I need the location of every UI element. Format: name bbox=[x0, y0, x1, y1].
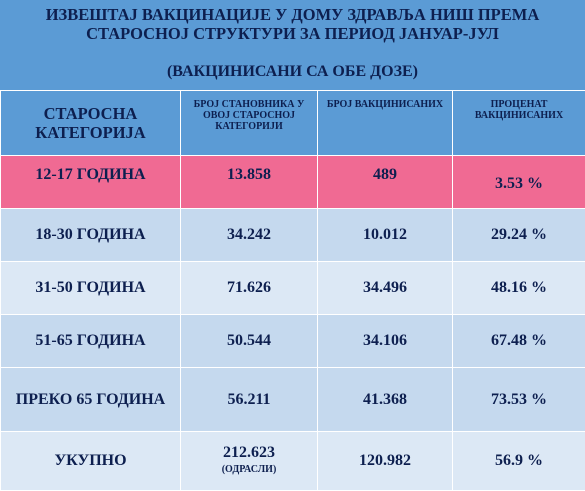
cell-percent: 67.48 % bbox=[453, 315, 585, 368]
total-population-cell: 212.623 (ОДРАСЛИ) bbox=[181, 432, 318, 491]
header-category: СТАРОСНА КАТЕГОРИЈА bbox=[1, 91, 181, 156]
cell-population: 13.858 bbox=[181, 156, 318, 209]
table-header-row: СТАРОСНА КАТЕГОРИЈА БРОЈ СТАНОВНИКА У ОВ… bbox=[1, 91, 585, 156]
cell-population: 56.211 bbox=[181, 368, 318, 432]
report-title-line-1: ИЗВЕШТАЈ ВАКЦИНАЦИЈЕ У ДОМУ ЗДРАВЉА НИШ … bbox=[0, 5, 585, 24]
header-population: БРОЈ СТАНОВНИКА У ОВОЈ СТАРОСНОЈ КАТЕГОР… bbox=[181, 91, 318, 156]
cell-vaccinated: 489 bbox=[318, 156, 453, 209]
total-population: 212.623 bbox=[223, 444, 275, 461]
total-percent: 56.9 % bbox=[453, 432, 585, 491]
cell-category: 18-30 ГОДИНА bbox=[1, 209, 181, 262]
cell-category: 51-65 ГОДИНА bbox=[1, 315, 181, 368]
cell-percent: 73.53 % bbox=[453, 368, 585, 432]
cell-category: ПРЕКО 65 ГОДИНА bbox=[1, 368, 181, 432]
cell-percent: 48.16 % bbox=[453, 262, 585, 315]
table-row: ПРЕКО 65 ГОДИНА 56.211 41.368 73.53 % bbox=[1, 368, 585, 432]
cell-population: 50.544 bbox=[181, 315, 318, 368]
vaccination-table: СТАРОСНА КАТЕГОРИЈА БРОЈ СТАНОВНИКА У ОВ… bbox=[0, 90, 585, 491]
header-vaccinated: БРОЈ ВАКЦИНИСАНИХ bbox=[318, 91, 453, 156]
cell-population: 34.242 bbox=[181, 209, 318, 262]
cell-vaccinated: 10.012 bbox=[318, 209, 453, 262]
cell-vaccinated: 41.368 bbox=[318, 368, 453, 432]
table-row: 51-65 ГОДИНА 50.544 34.106 67.48 % bbox=[1, 315, 585, 368]
total-population-note: (ОДРАСЛИ) bbox=[181, 464, 317, 476]
report-subtitle: (ВАКЦИНИСАНИ СА ОБЕ ДОЗЕ) bbox=[0, 62, 585, 81]
cell-percent: 29.24 % bbox=[453, 209, 585, 262]
header-percent: ПРОЦЕНАТ ВАКЦИНИСАНИХ bbox=[453, 91, 585, 156]
table-row: 31-50 ГОДИНА 71.626 34.496 48.16 % bbox=[1, 262, 585, 315]
table-row: 18-30 ГОДИНА 34.242 10.012 29.24 % bbox=[1, 209, 585, 262]
total-category: УКУПНО bbox=[1, 432, 181, 491]
cell-category: 12-17 ГОДИНА bbox=[1, 156, 181, 209]
cell-vaccinated: 34.496 bbox=[318, 262, 453, 315]
total-vaccinated: 120.982 bbox=[318, 432, 453, 491]
cell-vaccinated: 34.106 bbox=[318, 315, 453, 368]
cell-category: 31-50 ГОДИНА bbox=[1, 262, 181, 315]
report-title-band: ИЗВЕШТАЈ ВАКЦИНАЦИЈЕ У ДОМУ ЗДРАВЉА НИШ … bbox=[0, 0, 585, 90]
cell-percent: 3.53 % bbox=[453, 156, 585, 209]
cell-population: 71.626 bbox=[181, 262, 318, 315]
report-title-line-2: СТАРОСНОЈ СТРУКТУРИ ЗА ПЕРИОД ЈАНУАР-ЈУЛ bbox=[0, 24, 585, 43]
total-row: УКУПНО 212.623 (ОДРАСЛИ) 120.982 56.9 % bbox=[1, 432, 585, 491]
table-row: 12-17 ГОДИНА 13.858 489 3.53 % bbox=[1, 156, 585, 209]
